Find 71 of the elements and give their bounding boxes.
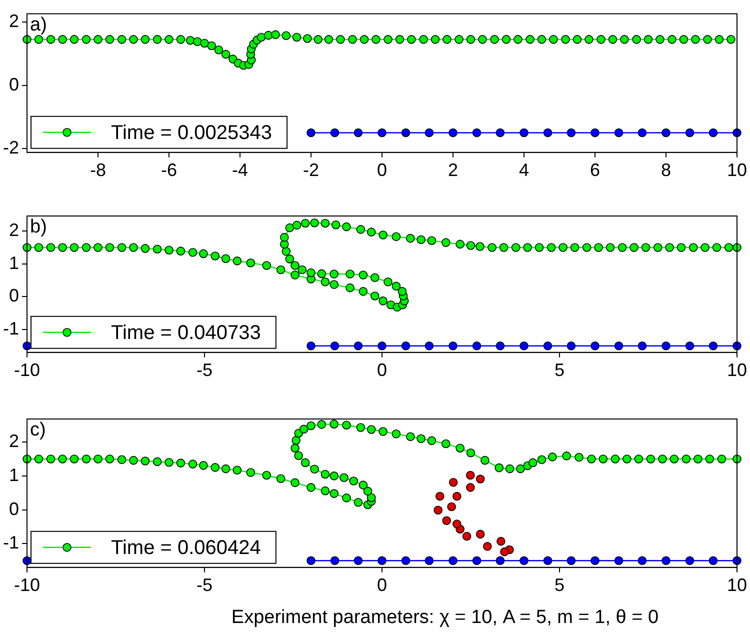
annotation: a): [30, 14, 47, 36]
y-tick-label: 2: [8, 10, 20, 31]
text: Experiment parameters: χ = 10, A = 5, m = 1, θ = 0: [230, 606, 660, 630]
point: [435, 492, 444, 501]
point: [662, 556, 670, 566]
point: [638, 556, 647, 566]
x-tick-label: -5: [196, 575, 213, 596]
point: [448, 478, 458, 487]
x-tick-label: 0: [376, 575, 388, 596]
x-tick-label: 8: [660, 160, 671, 180]
point: [452, 492, 462, 501]
point: [401, 556, 410, 566]
x-tick-label: -2: [302, 160, 320, 180]
x-tick-label: 5: [554, 575, 564, 596]
y-tick-label: 0: [8, 286, 20, 306]
point: [472, 556, 482, 566]
point: [590, 556, 600, 566]
point: [378, 556, 386, 566]
y-tick-label: -2: [2, 138, 20, 158]
y-tick-label: 1: [8, 464, 20, 485]
point: [462, 532, 472, 541]
point: [466, 470, 475, 480]
annotation: b): [30, 216, 47, 238]
y-tick-label: -1: [2, 318, 20, 338]
x-tick-label: -6: [160, 160, 178, 180]
point: [483, 542, 492, 551]
y-tick-label: 1: [8, 252, 20, 273]
annotation: c): [30, 420, 46, 441]
legend-label: Time = 0.0025343: [111, 122, 272, 144]
y-tick-label: 0: [8, 74, 20, 94]
point: [476, 474, 485, 484]
x-tick-label: 10: [726, 575, 748, 596]
x-tick-label: 4: [518, 160, 529, 180]
point: [306, 556, 316, 566]
y-tick-label: -1: [2, 532, 20, 553]
point: [330, 556, 340, 566]
y-tick-label: 0: [8, 498, 20, 519]
x-tick-label: 0: [376, 360, 388, 380]
legend-label: Time = 0.060424: [111, 536, 261, 559]
x-tick-label: 6: [590, 160, 600, 180]
point: [708, 556, 718, 566]
point: [476, 530, 485, 539]
point: [543, 556, 552, 566]
point: [424, 556, 434, 566]
point: [447, 502, 456, 512]
point: [614, 556, 624, 566]
point: [685, 556, 694, 566]
point: [466, 483, 475, 492]
x-tick-label: -4: [232, 160, 248, 180]
y-tick-label: 2: [8, 431, 20, 452]
x-tick-label: -10: [14, 360, 40, 380]
x-tick-label: -5: [196, 360, 213, 380]
point: [448, 556, 458, 566]
point: [452, 520, 462, 528]
point: [500, 547, 509, 556]
point: [496, 536, 506, 546]
x-tick-label: -10: [14, 575, 40, 596]
point: [434, 506, 442, 515]
point: [520, 556, 528, 566]
x-tick-label: 0: [376, 160, 388, 180]
point: [354, 556, 363, 566]
x-tick-label: 2: [448, 160, 458, 180]
point: [496, 556, 505, 566]
x-tick-label: 10: [726, 160, 748, 180]
x-tick-label: 10: [726, 360, 748, 380]
point: [442, 516, 452, 526]
point: [566, 556, 576, 566]
x-tick-label: -8: [90, 160, 106, 180]
y-tick-label: 2: [8, 220, 20, 240]
legend-label: Time = 0.040733: [111, 322, 261, 344]
x-tick-label: 5: [554, 360, 564, 380]
